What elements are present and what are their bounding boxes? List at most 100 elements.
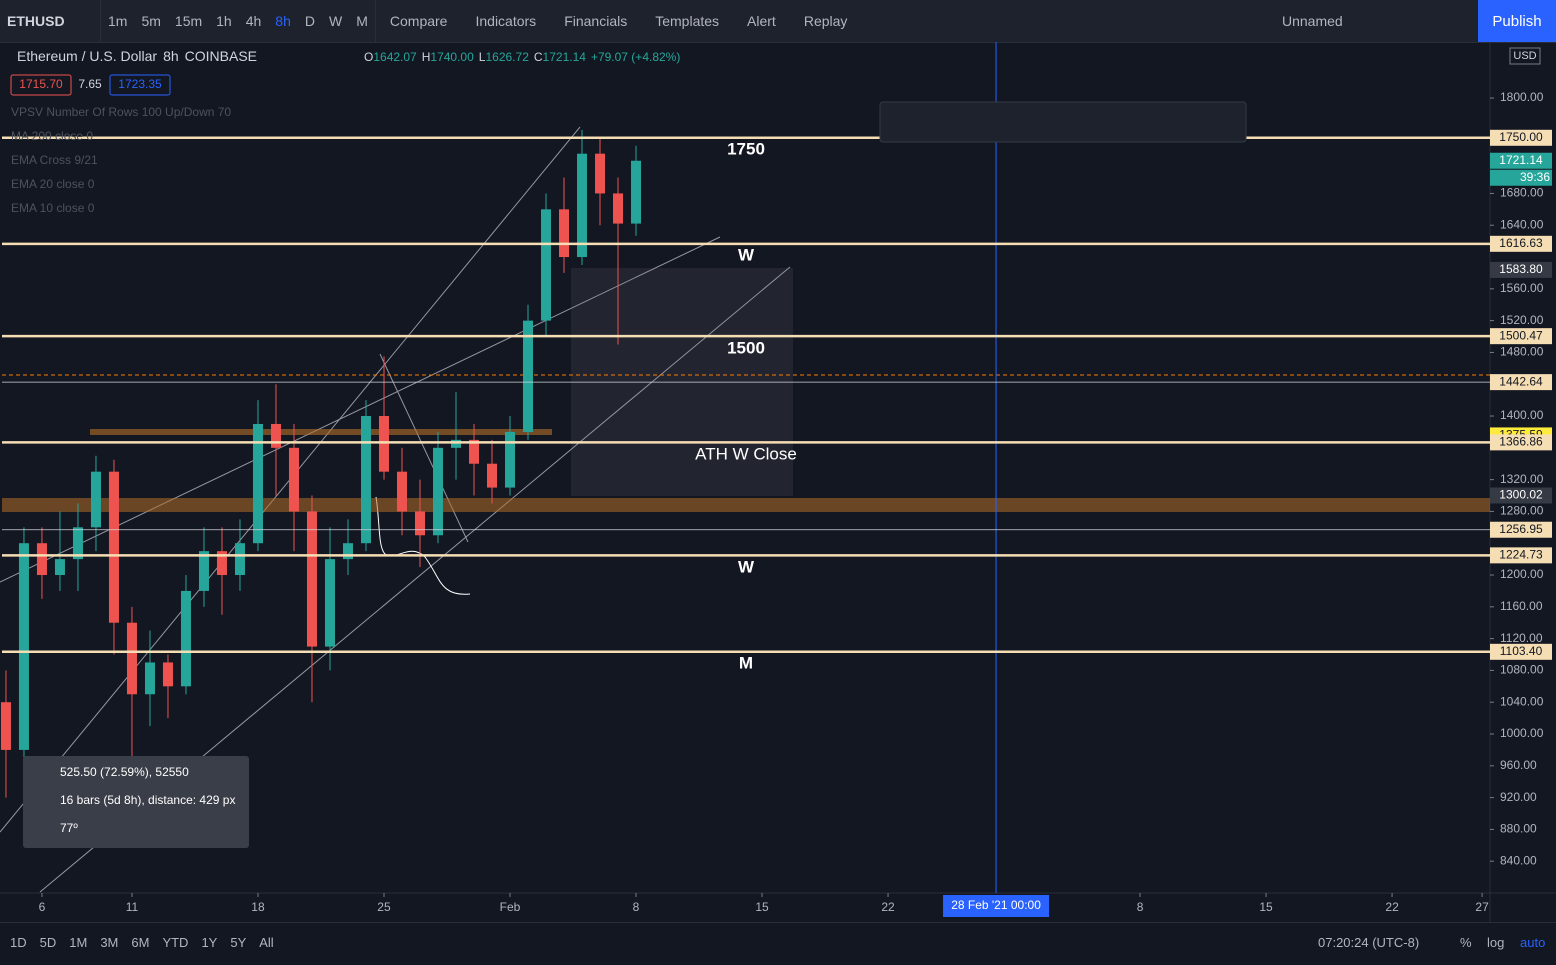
cursor-label-bg — [943, 895, 1050, 917]
range-button[interactable]: 6M — [131, 935, 150, 950]
x-tick-label: 6 — [39, 900, 46, 914]
ohlc-part: 1721.14 — [543, 50, 587, 64]
price-label: 1583.80 — [1499, 262, 1543, 276]
indicator: EMA 20 close 0 — [11, 177, 95, 191]
y-tick-label: 1520.00 — [1500, 313, 1544, 327]
ohlc-part: H — [422, 50, 431, 64]
toolbar-button[interactable]: Indicators — [475, 13, 537, 29]
bid-box — [10, 74, 72, 96]
interval[interactable]: 8h — [275, 13, 291, 29]
range-button[interactable]: 5D — [39, 935, 57, 950]
y-tick-label: 1160.00 — [1500, 599, 1543, 613]
range-button[interactable]: 3M — [100, 935, 119, 950]
zone-band — [2, 498, 1490, 512]
annotation: ATH W Close — [695, 444, 797, 463]
price-label-bg — [1490, 434, 1552, 451]
layout-name[interactable]: Unnamed — [1282, 13, 1343, 29]
range-button[interactable]: 1M — [69, 935, 88, 950]
toolbar-button[interactable]: Alert — [747, 13, 776, 29]
spread: 7.65 — [78, 77, 102, 91]
toolbar-button[interactable]: Replay — [803, 13, 848, 29]
indicator: MA 200 close 0 — [11, 129, 93, 143]
auto-toggle[interactable]: auto — [1520, 935, 1546, 950]
ask-box — [109, 74, 171, 96]
interval[interactable]: 5m — [141, 13, 161, 29]
measure-text: 77º — [60, 821, 78, 835]
y-tick-label: 1200.00 — [1500, 567, 1544, 581]
range-button[interactable]: All — [259, 935, 274, 950]
price-label: 1616.63 — [1499, 236, 1543, 250]
x-tick-label: 25 — [377, 900, 391, 914]
price-label: 1500.47 — [1499, 328, 1543, 342]
candle-body — [288, 447, 299, 512]
interval[interactable]: D — [304, 13, 315, 29]
price-label-bg — [1490, 374, 1552, 391]
y-tick-label: 1800.00 — [1500, 90, 1544, 104]
annotation: M — [739, 653, 753, 672]
y-tick-label: 880.00 — [1500, 822, 1537, 836]
indicator: EMA Cross 9/21 — [11, 153, 98, 167]
interval[interactable]: 1h — [216, 13, 232, 29]
candle-body — [144, 662, 155, 695]
candle-body — [72, 527, 83, 560]
candle-body — [0, 702, 11, 750]
indicator: EMA 10 close 0 — [11, 201, 95, 215]
publish-button[interactable]: Publish — [1478, 0, 1556, 42]
candle-body — [523, 320, 534, 432]
price-label: 1366.86 — [1499, 435, 1543, 449]
price-label-bg — [1490, 235, 1552, 252]
symbol[interactable]: ETHUSD — [7, 13, 65, 29]
interval[interactable]: M — [356, 13, 368, 29]
interval[interactable]: W — [329, 13, 343, 29]
countdown: 39:36 — [1520, 170, 1550, 184]
candle-body — [378, 416, 389, 472]
y-tick-label: 1080.00 — [1500, 663, 1544, 677]
price-label-bg — [1490, 643, 1552, 660]
x-tick-label: 11 — [126, 900, 139, 914]
price-label-bg — [1490, 547, 1552, 564]
candle-body — [108, 471, 119, 623]
x-tick-label: 18 — [251, 900, 265, 914]
countdown-bg — [1490, 169, 1552, 186]
candle-body — [306, 511, 317, 647]
trend-line — [0, 236, 721, 583]
range-button[interactable]: 1Y — [201, 935, 218, 950]
price-label-bg — [1490, 261, 1552, 278]
x-tick-label: 8 — [1137, 900, 1144, 914]
range-button[interactable]: YTD — [162, 935, 189, 950]
legend-title: Ethereum / U.S. Dollar 8h COINBASE — [17, 48, 257, 64]
range-button[interactable]: 1D — [10, 935, 27, 950]
range-button[interactable]: 5Y — [230, 935, 247, 950]
y-tick-label: 1000.00 — [1500, 726, 1544, 740]
candle-body — [198, 551, 209, 591]
legend-part: 8h — [163, 48, 179, 64]
interval[interactable]: 4h — [245, 13, 262, 29]
y-tick-label: 1280.00 — [1500, 504, 1544, 518]
x-tick-label: 22 — [881, 900, 895, 914]
candle-body — [216, 551, 227, 576]
price-label: 1442.64 — [1499, 374, 1543, 388]
measure-text: 16 bars (5d 8h), distance: 429 px — [60, 793, 235, 807]
candle-body — [432, 447, 443, 536]
toolbar-button[interactable]: Financials — [564, 13, 628, 29]
log-toggle[interactable]: log — [1487, 935, 1505, 950]
percent-toggle[interactable]: % — [1460, 935, 1472, 950]
candle-body — [234, 543, 245, 576]
x-tick-label: 15 — [755, 900, 769, 914]
cursor-label: 28 Feb '21 00:00 — [951, 898, 1041, 912]
ohlc-part: C — [534, 50, 543, 64]
toolbar-button[interactable]: Compare — [389, 13, 448, 29]
ohlc-part: L — [479, 50, 486, 64]
currency-bg — [1509, 47, 1541, 65]
annotation: 1500 — [727, 338, 765, 357]
candle-body — [414, 511, 425, 536]
currency: USD — [1513, 50, 1536, 62]
candle-body — [54, 559, 65, 576]
candle-body — [577, 153, 588, 258]
price-label-bg — [1490, 152, 1552, 169]
toolbar-button[interactable]: Templates — [655, 13, 720, 29]
candle-body — [450, 439, 461, 448]
interval[interactable]: 15m — [174, 13, 203, 29]
interval[interactable]: 1m — [108, 13, 128, 29]
